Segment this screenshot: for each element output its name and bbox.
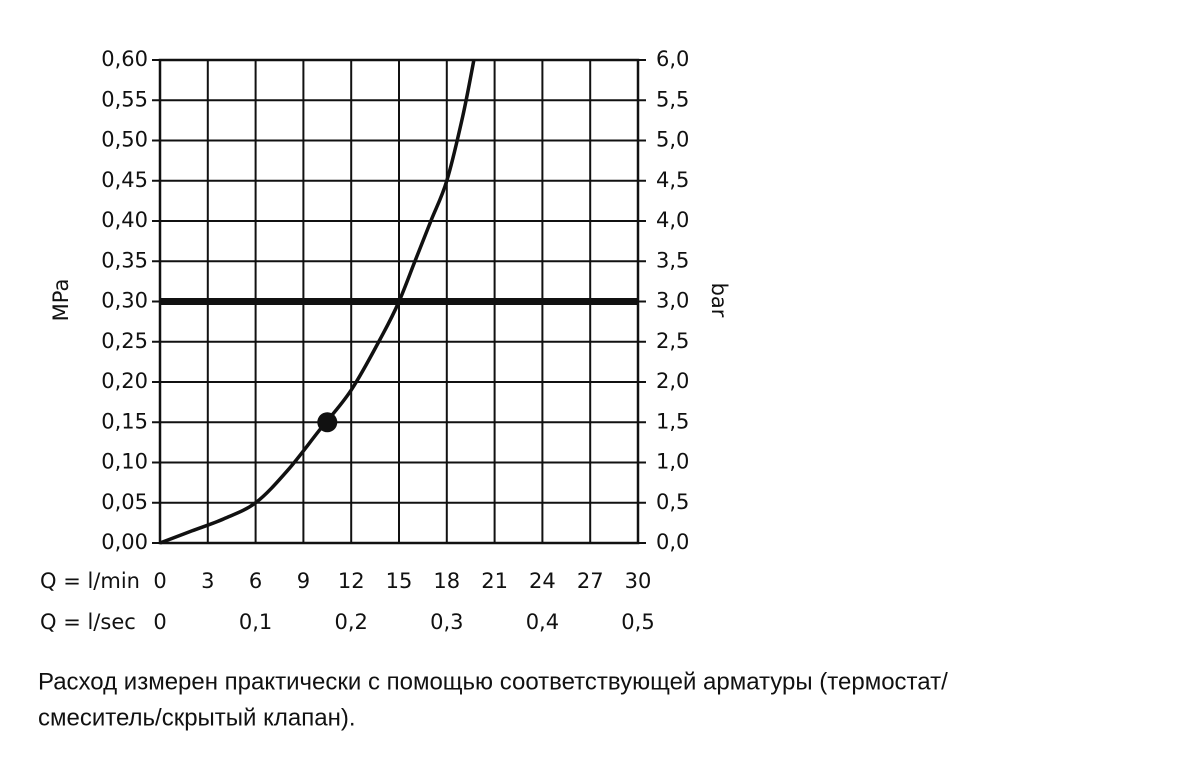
x2-axis-label: Q = l/sec	[40, 610, 136, 634]
y-tick-label: 0,35	[101, 248, 148, 272]
y-tick-label: 0,30	[101, 289, 148, 313]
y2-tick-label: 0,5	[656, 490, 689, 514]
x-tick-label: 3	[201, 569, 214, 593]
x-tick-label: 6	[249, 569, 262, 593]
y-tick-label: 0,05	[101, 490, 148, 514]
curve	[159, 59, 476, 545]
y2-tick-label: 2,0	[656, 369, 689, 393]
y-tick-label: 0,55	[101, 87, 148, 111]
y2-tick-label: 1,0	[656, 450, 689, 474]
y2-tick-label: 3,0	[656, 289, 689, 313]
y2-tick-label: 2,5	[656, 329, 689, 353]
x-tick-label: 27	[577, 569, 604, 593]
y-tick-label: 0,20	[101, 369, 148, 393]
x2-tick-label: 0,2	[334, 610, 367, 634]
x-tick-label: 30	[625, 569, 652, 593]
y2-tick-label: 0,0	[656, 530, 689, 554]
x2-tick-label: 0,5	[621, 610, 654, 634]
y-tick-label: 0,50	[101, 128, 148, 152]
x-tick-label: 24	[529, 569, 556, 593]
marker	[317, 412, 338, 433]
x2-tick-label: 0,4	[526, 610, 559, 634]
caption-line: смеситель/скрытый клапан).	[38, 704, 356, 731]
x2-tick-label: 0	[153, 610, 166, 634]
caption-line: Расход измерен практически с помощью соо…	[38, 668, 948, 695]
y-tick-label: 0,45	[101, 168, 148, 192]
x-tick-label: 9	[297, 569, 310, 593]
x-tick-label: 12	[338, 569, 365, 593]
x-tick-label: 15	[386, 569, 413, 593]
y-axis-label: MPa	[49, 279, 73, 322]
y-tick-label: 0,00	[101, 530, 148, 554]
plot-border	[158, 58, 640, 545]
y-tick-label: 0,60	[101, 47, 148, 71]
y2-tick-label: 6,0	[656, 47, 689, 71]
x2-tick-label: 0,3	[430, 610, 463, 634]
y2-tick-label: 4,0	[656, 208, 689, 232]
y-tick-label: 0,40	[101, 208, 148, 232]
y2-tick-label: 4,5	[656, 168, 689, 192]
y2-tick-label: 5,0	[656, 128, 689, 152]
x2-tick-label: 0,1	[239, 610, 272, 634]
y-tick-label: 0,10	[101, 450, 148, 474]
y-tick-label: 0,15	[101, 409, 148, 433]
y2-axis-label: bar	[707, 283, 731, 318]
x-tick-label: 21	[481, 569, 508, 593]
x-axis-label: Q = l/min	[40, 569, 140, 593]
x-tick-label: 0	[153, 569, 166, 593]
y-tick-label: 0,25	[101, 329, 148, 353]
y2-tick-label: 3,5	[656, 248, 689, 272]
x-tick-label: 18	[433, 569, 460, 593]
y2-tick-label: 5,5	[656, 87, 689, 111]
y2-tick-label: 1,5	[656, 409, 689, 433]
